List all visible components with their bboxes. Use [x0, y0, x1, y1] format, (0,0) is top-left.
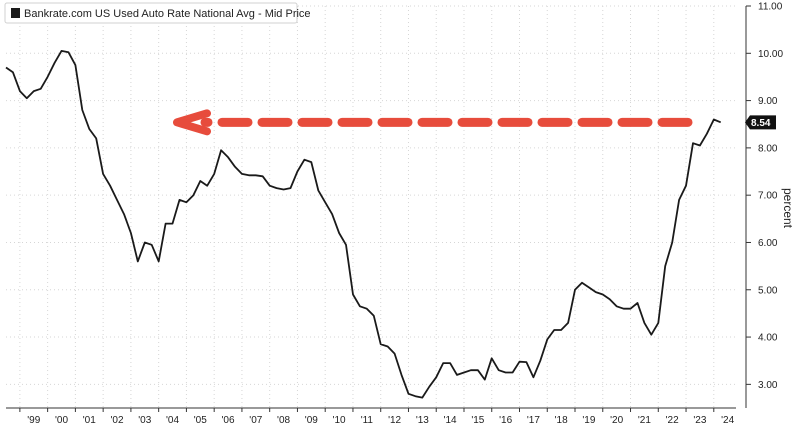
last-value-tag [745, 115, 776, 130]
x-tick-label: '04 [166, 415, 179, 425]
x-tick-label: '13 [416, 415, 429, 425]
legend-box [4, 2, 298, 24]
red-dashed-arrow-annotation [173, 109, 693, 136]
legend-swatch [11, 8, 20, 18]
x-tick-label: '15 [471, 415, 484, 425]
x-tick-label: '06 [222, 415, 235, 425]
y-tick-label: 9.00 [758, 96, 778, 107]
y-tick-label: 6.00 [758, 238, 778, 249]
axes: 3.00 4.00 5.00 6.00 7.00 8.00 9.00 10.00 11.00 '9… [6, 2, 783, 425]
y-tick-label: 11.00 [758, 2, 783, 13]
x-tick-label: '12 [388, 415, 401, 425]
x-tick-label: '01 [83, 415, 96, 425]
y-tick-label: 8.00 [758, 143, 778, 154]
x-tick-label: '09 [305, 415, 318, 425]
x-tick-label: '22 [666, 415, 679, 425]
x-tick-label: '18 [555, 415, 568, 425]
y-axis-title: percent [781, 188, 795, 229]
x-tick-label: '19 [582, 415, 595, 425]
series-layer [5, 50, 722, 399]
x-tick-label: '03 [138, 415, 151, 425]
y-tick-label: 3.00 [758, 380, 778, 391]
grid-lines [6, 5, 736, 408]
x-tick-label: '20 [610, 415, 623, 425]
x-tick-label: '07 [249, 415, 262, 425]
y-tick-label: 10.00 [758, 49, 783, 60]
series-line [5, 50, 722, 399]
x-tick-label: '00 [55, 415, 68, 425]
x-tick-label: '08 [277, 415, 290, 425]
x-tick-label: '16 [499, 415, 512, 425]
x-tick-label: '10 [333, 415, 346, 425]
x-tick-label: '14 [444, 415, 457, 425]
last-value-label: 8.54 [751, 118, 771, 129]
y-tick-label: 7.00 [758, 191, 778, 202]
y-tick-label: 4.00 [758, 333, 778, 344]
x-tick-label: '02 [111, 415, 124, 425]
arrow-head [173, 109, 211, 136]
x-tick-label: '99 [27, 415, 40, 425]
x-tick-label: '11 [361, 415, 374, 425]
legend: Bankrate.com US Used Auto Rate National … [4, 2, 311, 24]
x-tick-label: '23 [693, 415, 706, 425]
x-tick-label: '05 [194, 415, 207, 425]
y-tick-label: 5.00 [758, 285, 778, 296]
x-tick-label: '24 [721, 415, 734, 425]
legend-label: Bankrate.com US Used Auto Rate National … [24, 8, 311, 20]
x-tick-label: '17 [527, 415, 540, 425]
x-tick-label: '21 [638, 415, 651, 425]
